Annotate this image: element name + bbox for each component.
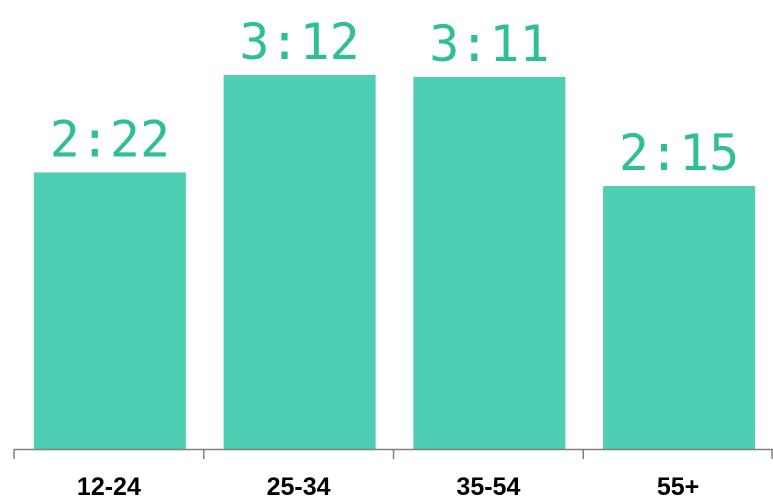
x-axis bbox=[13, 448, 773, 459]
x-tick-label-12-24: 12-24 bbox=[77, 473, 141, 500]
data-labels-group: 2:22 3:12 3:11 2:15 bbox=[50, 13, 740, 182]
bars-group bbox=[33, 75, 756, 450]
bar-12-24 bbox=[33, 172, 186, 449]
bar-35-54 bbox=[413, 76, 566, 450]
x-tick-label-55+: 55+ bbox=[657, 473, 699, 500]
x-tick-labels-group: 12-24 25-34 35-54 55+ bbox=[77, 473, 699, 500]
bar-25-34 bbox=[223, 75, 376, 449]
x-tick-label-25-34: 25-34 bbox=[267, 473, 331, 500]
x-tick-label-35-54: 35-54 bbox=[456, 473, 520, 500]
bar-55+ bbox=[603, 186, 756, 449]
data-label-35-54: 3:11 bbox=[429, 15, 549, 73]
data-label-55+: 2:15 bbox=[619, 124, 739, 182]
data-label-12-24: 2:22 bbox=[50, 110, 170, 168]
data-label-25-34: 3:12 bbox=[239, 13, 359, 71]
